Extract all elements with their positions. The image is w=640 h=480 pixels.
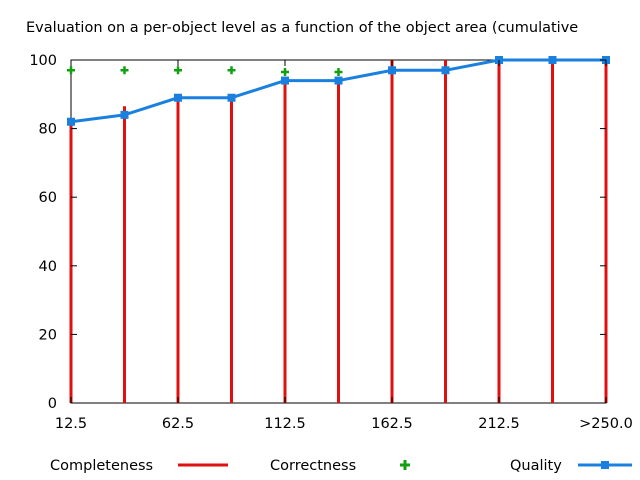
y-tick-label: 80 bbox=[39, 122, 57, 138]
y-tick-label: 20 bbox=[39, 327, 57, 343]
x-axis-ticks: 12.5 62.5 112.5 162.5 212.5 >250.0 bbox=[55, 60, 633, 432]
x-tick-label: 212.5 bbox=[478, 416, 520, 432]
correctness-point bbox=[174, 66, 182, 75]
legend-label-correctness: Correctness bbox=[270, 458, 356, 474]
chart-title: Evaluation on a per-object level as a fu… bbox=[26, 20, 578, 36]
y-tick-label: 0 bbox=[48, 396, 57, 412]
x-tick-label: 62.5 bbox=[162, 416, 194, 432]
quality-point bbox=[281, 76, 289, 85]
correctness-point bbox=[227, 66, 236, 75]
x-tick-label: 12.5 bbox=[55, 416, 87, 432]
quality-point bbox=[548, 56, 557, 64]
legend-label-quality: Quality bbox=[510, 458, 562, 474]
correctness-point bbox=[334, 68, 343, 77]
quality-point bbox=[227, 93, 236, 102]
legend-marker-quality bbox=[601, 461, 609, 469]
x-tick-label: 162.5 bbox=[371, 416, 413, 432]
plot-area bbox=[67, 56, 610, 404]
y-tick-label: 100 bbox=[29, 53, 57, 69]
quality-point bbox=[120, 110, 129, 119]
x-tick-label: >250.0 bbox=[579, 416, 633, 432]
y-tick-label: 40 bbox=[39, 259, 57, 275]
quality-point bbox=[388, 66, 396, 75]
quality-point bbox=[174, 93, 182, 102]
legend: Completeness Correctness Quality bbox=[50, 458, 632, 474]
y-axis-ticks: 0 20 40 60 80 100 bbox=[29, 53, 606, 412]
correctness-point bbox=[67, 66, 75, 75]
legend-marker-correctness bbox=[400, 460, 410, 470]
legend-label-completeness: Completeness bbox=[50, 458, 153, 474]
quality-point bbox=[441, 66, 450, 75]
y-tick-label: 60 bbox=[39, 190, 57, 206]
quality-point bbox=[67, 117, 75, 126]
quality-point bbox=[334, 76, 343, 85]
correctness-point bbox=[281, 68, 289, 77]
correctness-point bbox=[120, 66, 129, 75]
x-tick-label: 112.5 bbox=[264, 416, 306, 432]
